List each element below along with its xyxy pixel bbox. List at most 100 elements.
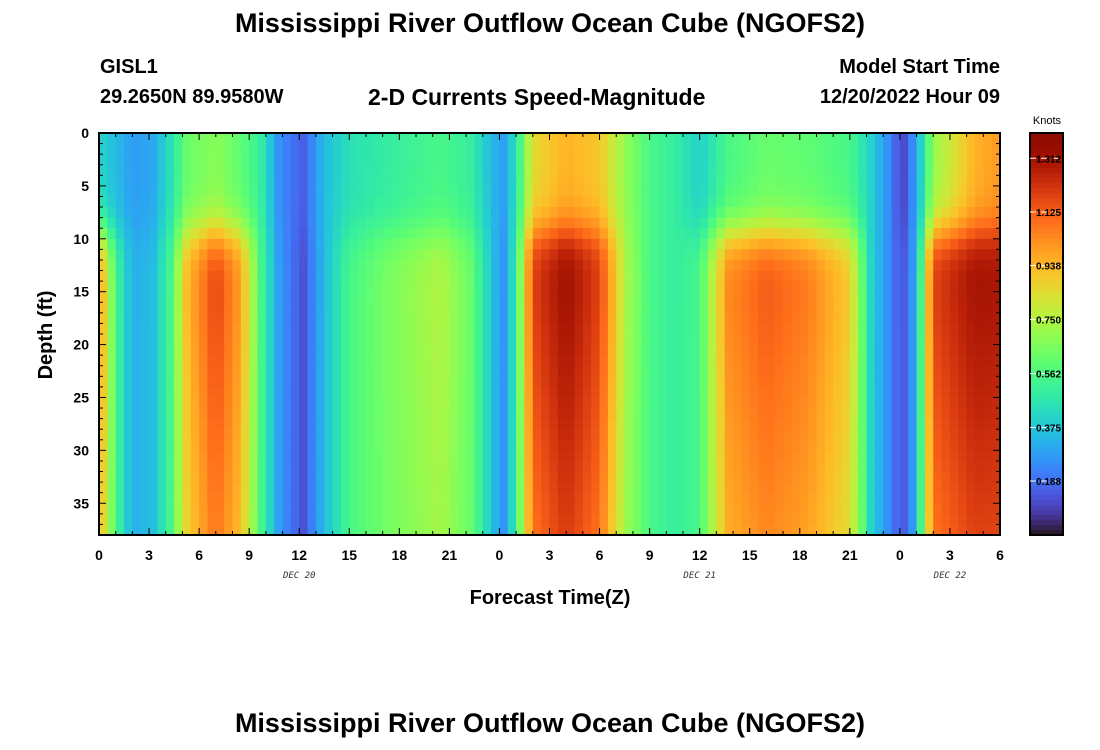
heatmap-cell	[382, 482, 392, 494]
heatmap-cell	[199, 185, 209, 198]
heatmap-cell	[457, 323, 467, 335]
heatmap-cell	[824, 259, 834, 272]
colorbar-tick-label: 0.188	[1036, 477, 1061, 488]
heatmap-cell	[582, 355, 592, 367]
heatmap-cell	[674, 334, 684, 346]
heatmap-cell	[808, 344, 818, 356]
heatmap-cell	[174, 334, 184, 346]
heatmap-cell	[641, 460, 651, 473]
heatmap-cell	[132, 249, 142, 261]
heatmap-cell	[983, 418, 993, 430]
heatmap-cell	[407, 217, 417, 229]
heatmap-cell	[933, 270, 943, 282]
heatmap-cell	[574, 291, 584, 303]
heatmap-cell	[824, 281, 834, 293]
heatmap-cell	[265, 439, 275, 451]
heatmap-cell	[666, 281, 676, 293]
heatmap-cell	[199, 386, 209, 399]
heatmap-cell	[858, 408, 868, 420]
heatmap-cell	[107, 365, 117, 377]
heatmap-cell	[157, 207, 167, 219]
heatmap-cell	[582, 164, 592, 176]
heatmap-cell	[591, 185, 601, 198]
heatmap-cell	[833, 302, 843, 314]
heatmap-cell	[282, 418, 292, 430]
heatmap-cell	[599, 450, 609, 462]
heatmap-cell	[207, 217, 217, 229]
heatmap-cell	[791, 143, 801, 155]
heatmap-cell	[766, 429, 776, 441]
heatmap-cell	[199, 291, 209, 303]
heatmap-cell	[657, 460, 667, 473]
heatmap-cell	[466, 386, 476, 399]
heatmap-cell	[149, 217, 158, 229]
heatmap-cell	[749, 450, 759, 462]
heatmap-cell	[841, 334, 851, 346]
heatmap-cell	[107, 492, 117, 504]
colorbar-segment	[1030, 439, 1063, 446]
heatmap-cell	[941, 450, 951, 462]
heatmap-cell	[357, 408, 367, 420]
heatmap-cell	[232, 439, 242, 451]
heatmap-cell	[491, 291, 501, 303]
heatmap-cell	[399, 217, 409, 229]
x-tick-label: 12	[291, 547, 307, 563]
heatmap-cell	[332, 133, 342, 145]
heatmap-cell	[974, 312, 984, 325]
heatmap-cell	[983, 503, 993, 515]
heatmap-cell	[516, 259, 526, 272]
heatmap-cell	[791, 175, 801, 187]
heatmap-cell	[966, 270, 976, 282]
heatmap-cell	[507, 450, 517, 462]
heatmap-cell	[357, 302, 367, 314]
heatmap-cell	[908, 270, 918, 282]
heatmap-cell	[432, 376, 442, 388]
heatmap-cell	[432, 365, 442, 377]
heatmap-cell	[107, 281, 117, 293]
heatmap-cell	[549, 207, 559, 219]
heatmap-cell	[616, 503, 626, 515]
heatmap-cell	[99, 323, 108, 335]
heatmap-cell	[791, 228, 801, 240]
heatmap-cell	[399, 418, 409, 430]
heatmap-cell	[265, 164, 275, 176]
heatmap-cell	[249, 524, 259, 536]
heatmap-cell	[607, 450, 617, 462]
heatmap-cell	[749, 249, 759, 261]
heatmap-cell	[332, 418, 342, 430]
heatmap-cell	[641, 513, 651, 526]
heatmap-cell	[115, 154, 125, 166]
heatmap-cell	[332, 439, 342, 451]
heatmap-cell	[466, 207, 476, 219]
heatmap-cell	[699, 439, 709, 451]
heatmap-cell	[783, 460, 793, 473]
heatmap-cell	[741, 429, 751, 441]
heatmap-cell	[974, 482, 984, 494]
heatmap-cell	[674, 133, 684, 145]
heatmap-cell	[474, 397, 484, 409]
heatmap-cell	[958, 207, 968, 219]
heatmap-cell	[566, 281, 576, 293]
heatmap-cell	[758, 143, 767, 155]
heatmap-cell	[532, 312, 542, 325]
heatmap-cell	[182, 259, 192, 272]
heatmap-cell	[499, 471, 509, 483]
heatmap-cell	[132, 238, 142, 250]
heatmap-cell	[299, 164, 309, 176]
heatmap-cell	[991, 259, 1001, 272]
heatmap-cell	[499, 154, 509, 166]
heatmap-cell	[124, 281, 133, 293]
heatmap-cell	[574, 344, 584, 356]
heatmap-cell	[215, 175, 225, 187]
heatmap-cell	[349, 397, 359, 409]
heatmap-cell	[741, 397, 751, 409]
heatmap-cell	[966, 281, 976, 293]
heatmap-cell	[657, 408, 667, 420]
heatmap-cell	[299, 365, 309, 377]
heatmap-cell	[107, 312, 117, 325]
heatmap-cell	[541, 259, 551, 272]
heatmap-cell	[874, 450, 884, 462]
heatmap-cell	[991, 386, 1001, 399]
heatmap-cell	[224, 418, 234, 430]
heatmap-cell	[132, 259, 142, 272]
